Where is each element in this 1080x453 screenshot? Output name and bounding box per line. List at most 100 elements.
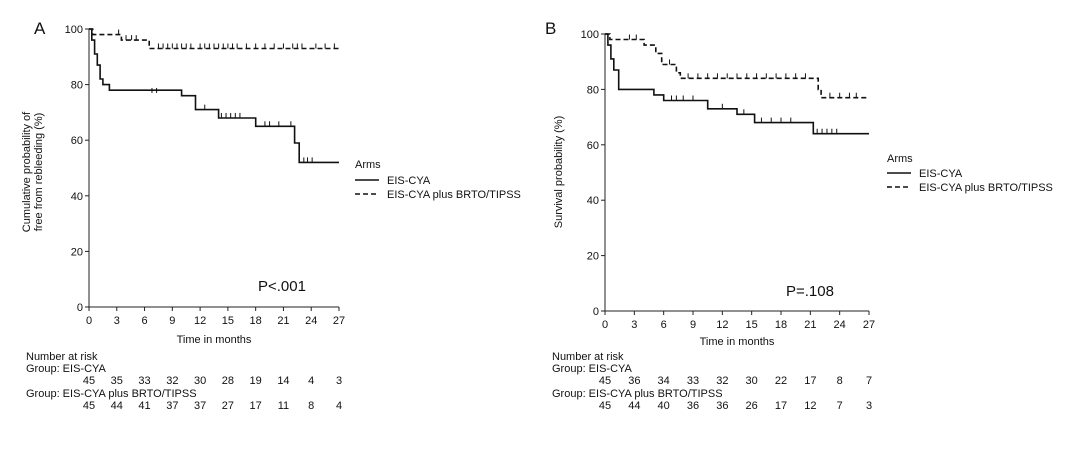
panel-b-x-tick-label: 3 (631, 319, 637, 331)
panel-b-y-tick-label: 0 (593, 306, 599, 318)
panel-a-risk-count: 3 (336, 375, 342, 387)
panel-a-y-tick-label: 20 (71, 246, 83, 258)
panel-a-y-tick-label: 40 (71, 191, 83, 203)
panel-a-risk-count: 45 (83, 375, 95, 387)
panel-b-p-value: P=.108 (786, 283, 834, 300)
panel-a-risk-count: 28 (222, 375, 234, 387)
panel-b-risk-count: 32 (716, 375, 728, 387)
panel-b-x-tick-label: 18 (775, 319, 787, 331)
panel-b-x-tick-label: 6 (661, 319, 667, 331)
panel-a-x-tick-label: 15 (222, 315, 234, 327)
panel-a-risk-count: 11 (278, 400, 289, 412)
panel-b-x-tick-label: 21 (804, 319, 816, 331)
panel-b-x-tick-label: 24 (834, 319, 846, 331)
panel-b-risk-count: 26 (746, 400, 758, 412)
panel-a-risk-count: 27 (222, 400, 234, 412)
panel-b-risk-count: 7 (866, 375, 872, 387)
panel-a-risk-count: 45 (83, 400, 95, 412)
panel-b-risk-count: 34 (658, 375, 670, 387)
panel-b-series-1-line (605, 33, 869, 135)
panel-a-legend-title: Arms (355, 159, 381, 171)
panel-b-risk-count: 17 (804, 375, 816, 387)
panel-b-risk-count: 7 (837, 400, 843, 412)
panel-b-series-2-line (605, 33, 869, 99)
panel-a-risk-count: 4 (336, 400, 342, 412)
panel-a-y-tick-label: 80 (71, 80, 83, 92)
panel-b-risk-count: 33 (687, 375, 699, 387)
panel-a-risk-count: 33 (138, 375, 150, 387)
panel-b-y-tick-label: 80 (587, 84, 599, 96)
panel-b-letter: B (545, 19, 556, 38)
panel-a-x-tick-label: 12 (194, 315, 206, 327)
panel-a-risk-count: 4 (308, 375, 314, 387)
panel-b-risk-count: 36 (716, 400, 728, 412)
panel-b-risk-count: 45 (599, 400, 611, 412)
panel-a-y-tick-label: 0 (77, 302, 83, 314)
panel-b-risk-header: Number at risk (552, 351, 624, 363)
panel-a-y-axis-label: free from rebleeding (%) (33, 113, 45, 232)
panel-a-series-1-line (89, 28, 339, 164)
panel-a-risk-group-label: Group: EIS-CYA (26, 363, 107, 375)
panel-b-x-tick-label: 0 (602, 319, 608, 331)
panel-b-risk-count: 40 (658, 400, 670, 412)
panel-a-x-tick-label: 27 (333, 315, 345, 327)
panel-b-risk-group-label: Group: EIS-CYA plus BRTO/TIPSS (552, 388, 723, 400)
panel-b-risk-count: 36 (687, 400, 699, 412)
panel-b-risk-count: 17 (775, 400, 787, 412)
panel-a-risk-count: 17 (250, 400, 262, 412)
panel-b-legend-label-1: EIS-CYA (919, 168, 963, 180)
panel-b-risk-group-label: Group: EIS-CYA (552, 363, 633, 375)
panel-b-y-axis-label: Survival probability (%) (553, 116, 565, 228)
panel-b-x-tick-label: 27 (863, 319, 875, 331)
panel-a-risk-count: 41 (138, 400, 150, 412)
panel-b-x-axis-label: Time in months (700, 336, 775, 348)
panel-b-risk-count: 22 (775, 375, 787, 387)
panel-a-x-tick-label: 21 (277, 315, 289, 327)
panel-a-y-tick-label: 100 (65, 24, 83, 36)
panel-b-x-tick-label: 12 (716, 319, 728, 331)
panel-a: A 0 20 40 60 80 100 0 3 6 9 12 15 18 21 24 27 Time in mon… (21, 19, 521, 412)
panel-a-p-value: P<.001 (258, 278, 306, 295)
panel-b-risk-count: 30 (746, 375, 758, 387)
panel-a-legend-label-1: EIS-CYA (387, 175, 431, 187)
panel-a-x-tick-label: 3 (114, 315, 120, 327)
panel-b-x-tick-label: 9 (690, 319, 696, 331)
panel-b-legend-title: Arms (887, 153, 913, 165)
panel-b-risk-count: 44 (628, 400, 640, 412)
panel-a-x-tick-label: 0 (86, 315, 92, 327)
panel-b-risk-count: 12 (804, 400, 816, 412)
panel-a-risk-count: 30 (194, 375, 206, 387)
panel-b-risk-count: 8 (837, 375, 843, 387)
panel-a-x-tick-label: 24 (305, 315, 317, 327)
panel-b-y-tick-label: 40 (587, 195, 599, 207)
panel-a-risk-count: 8 (308, 400, 314, 412)
panel-a-risk-count: 37 (194, 400, 206, 412)
panel-a-x-tick-label: 6 (141, 315, 147, 327)
panel-a-series-2-line (89, 28, 339, 50)
panel-a-y-tick-label: 60 (71, 135, 83, 147)
panel-a-x-tick-label: 18 (250, 315, 262, 327)
panel-a-risk-count: 37 (166, 400, 178, 412)
panel-a-risk-count: 35 (111, 375, 123, 387)
panel-b-y-tick-label: 60 (587, 140, 599, 152)
panel-a-x-tick-label: 9 (169, 315, 175, 327)
panel-b-x-tick-label: 15 (746, 319, 758, 331)
panel-b-risk-count: 3 (866, 400, 872, 412)
panel-a-legend-label-2: EIS-CYA plus BRTO/TIPSS (387, 189, 521, 201)
panel-a-risk-count: 14 (277, 375, 289, 387)
panel-a-risk-header: Number at risk (26, 351, 98, 363)
panel-a-risk-count: 19 (250, 375, 262, 387)
panel-a-risk-count: 44 (111, 400, 123, 412)
panel-b-legend-label-2: EIS-CYA plus BRTO/TIPSS (919, 182, 1053, 194)
panel-a-risk-count: 32 (166, 375, 178, 387)
panel-a-x-axis-label: Time in months (177, 334, 252, 346)
panel-b-y-tick-label: 100 (581, 29, 599, 41)
panel-b-risk-count: 45 (599, 375, 611, 387)
panel-b-risk-count: 36 (628, 375, 640, 387)
panel-a-risk-group-label: Group: EIS-CYA plus BRTO/TIPSS (26, 388, 197, 400)
panel-a-letter: A (34, 19, 46, 38)
panel-b-y-tick-label: 20 (587, 251, 599, 263)
panel-a-y-axis-label: Cumulative probability of (21, 111, 33, 232)
